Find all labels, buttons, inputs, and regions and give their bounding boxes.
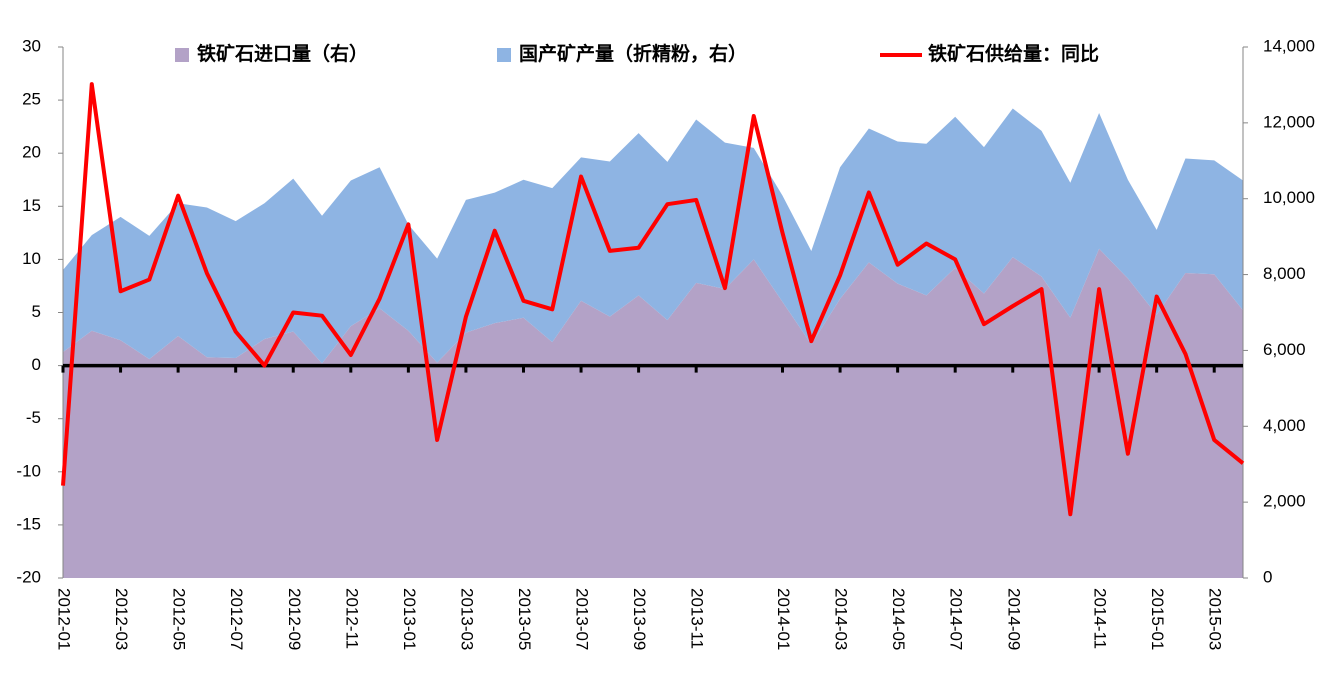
y-tick-label: 20	[22, 143, 41, 162]
area	[63, 248, 1243, 578]
x-tick-label: 2014-03	[832, 588, 851, 650]
legend-label: 铁矿石供给量：同比	[928, 42, 1099, 65]
x-tick-label: 2012-07	[227, 588, 246, 650]
y2-tick-label: 0	[1263, 567, 1272, 586]
area	[63, 108, 1243, 364]
y-tick-label: 30	[22, 36, 41, 55]
x-tick-label: 2014-07	[947, 588, 966, 650]
legend-swatch	[497, 48, 511, 62]
x-tick-label: 2012-01	[55, 588, 74, 650]
x-tick-label: 2013-11	[688, 588, 707, 649]
x-tick-label: 2013-07	[573, 588, 592, 650]
y2-tick-label: 6,000	[1263, 340, 1306, 359]
legend-label: 铁矿石进口量（右）	[197, 42, 368, 65]
y-tick-label: 10	[22, 249, 41, 268]
y-tick-label: 25	[22, 90, 41, 109]
y-tick-label: -5	[26, 408, 41, 427]
x-tick-label: 2014-11	[1091, 588, 1110, 649]
line	[61, 82, 1245, 517]
y2-tick-label: 14,000	[1263, 36, 1315, 55]
y2-tick-label: 12,000	[1263, 112, 1315, 131]
y2-tick-label: 8,000	[1263, 264, 1306, 283]
x-tick-label: 2015-03	[1206, 588, 1225, 650]
x-tick-label: 2013-09	[630, 588, 649, 650]
y2-tick-label: 10,000	[1263, 188, 1315, 207]
y-tick-label: 5	[32, 302, 41, 321]
legend-label: 国产矿产量（折精粉，右）	[519, 42, 747, 65]
x-tick-label: 2014-09	[1004, 588, 1023, 650]
y-tick-label: -15	[16, 514, 41, 533]
x-tick-label: 2014-01	[774, 588, 793, 650]
x-tick-label: 2012-03	[112, 588, 131, 650]
y-tick-label: -10	[16, 461, 41, 480]
x-tick-label: 2014-05	[889, 588, 908, 650]
x-tick-label: 2012-11	[342, 588, 361, 649]
y-tick-label: -20	[16, 567, 41, 586]
y2-tick-label: 2,000	[1263, 492, 1306, 511]
y2-tick-label: 4,000	[1263, 416, 1306, 435]
x-tick-label: 2015-01	[1148, 588, 1167, 650]
x-tick-label: 2013-01	[400, 588, 419, 650]
x-tick-label: 2012-09	[285, 588, 304, 650]
y-tick-label: 0	[32, 355, 41, 374]
x-tick-label: 2013-03	[457, 588, 476, 650]
x-tick-label: 2013-05	[515, 588, 534, 650]
x-tick-label: 2012-05	[170, 588, 189, 650]
legend-swatch	[175, 48, 189, 62]
y-tick-label: 15	[22, 196, 41, 215]
